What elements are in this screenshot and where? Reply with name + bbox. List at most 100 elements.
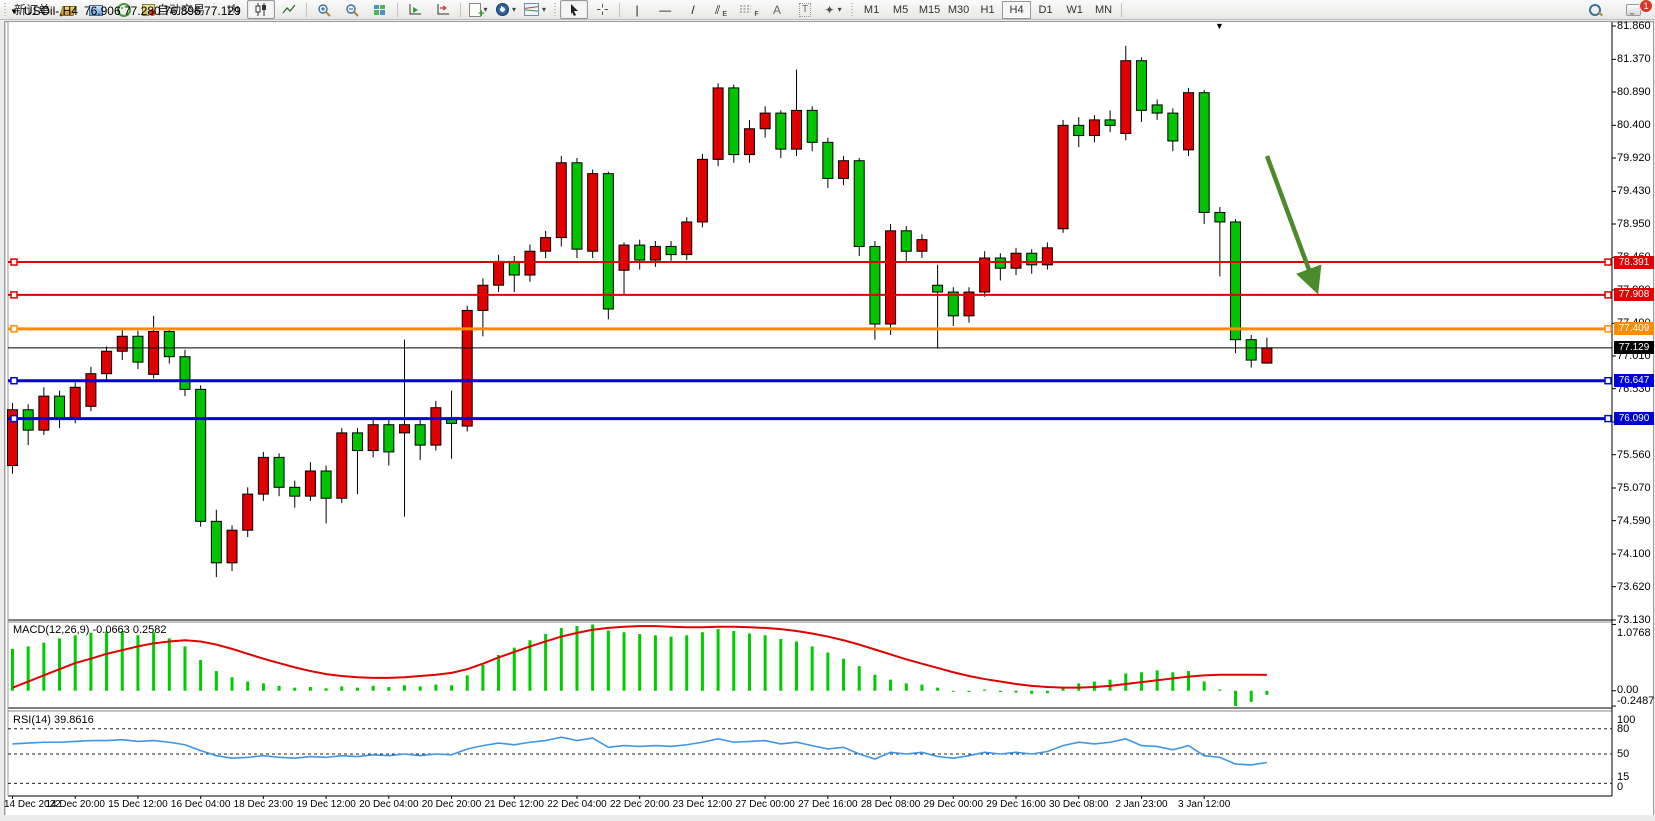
- time-axis-label: 15 Dec 12:00: [108, 799, 168, 810]
- toolbar-drag-handle[interactable]: [3, 3, 7, 16]
- line-handle[interactable]: [10, 376, 18, 385]
- signals-button[interactable]: [110, 0, 138, 19]
- timeframe-mn-button[interactable]: MN: [1095, 3, 1113, 16]
- timeframe-w1-button[interactable]: W1: [1066, 3, 1083, 16]
- macd-histogram-bar: [842, 658, 846, 691]
- line-handle[interactable]: [10, 414, 18, 423]
- timeframe-m30-button[interactable]: M30: [947, 3, 970, 16]
- trendline-tool[interactable]: /: [691, 2, 695, 17]
- candle-body: [7, 409, 18, 467]
- bar-chart-button[interactable]: [219, 0, 247, 19]
- macd-histogram-bar: [904, 683, 908, 691]
- macd-histogram-bar: [951, 690, 955, 692]
- candlestick-chart-button[interactable]: [247, 0, 276, 19]
- line-chart-button[interactable]: [275, 0, 303, 19]
- zoom-out-button[interactable]: [338, 0, 366, 19]
- toolbar-drag-handle[interactable]: [212, 3, 217, 16]
- macd-histogram-bar: [42, 642, 46, 691]
- fibonacci-tool[interactable]: F: [735, 0, 763, 19]
- chevron-down-icon: ▾: [483, 5, 488, 14]
- fibonacci-icon: [740, 5, 752, 12]
- indicators-button[interactable]: ▾: [464, 0, 492, 20]
- line-handle[interactable]: [10, 291, 18, 299]
- time-axis-label: 28 Dec 08:00: [860, 799, 921, 810]
- crosshair-icon: [596, 4, 608, 15]
- candle-body: [1041, 247, 1053, 266]
- candle-body: [524, 250, 536, 276]
- candle-body: [493, 260, 505, 286]
- text-tool[interactable]: A: [773, 2, 782, 17]
- notifications-button[interactable]: 1: [1619, 0, 1653, 19]
- horizontal-line-tool[interactable]: —: [659, 2, 672, 17]
- candle-body: [1245, 339, 1257, 361]
- channel-tool[interactable]: ⫽ E: [715, 2, 728, 19]
- collapse-triangle-icon[interactable]: ▼: [10, 6, 18, 16]
- annotation-arrow[interactable]: [1264, 155, 1322, 295]
- macd-histogram-bar: [1061, 687, 1065, 691]
- candle-body: [649, 245, 661, 261]
- macd-histogram-bar: [136, 635, 140, 691]
- line-handle[interactable]: [1604, 376, 1612, 385]
- new-order-button[interactable]: 新订单: [10, 0, 54, 19]
- candle-body: [869, 245, 881, 325]
- auto-scroll-icon: [437, 4, 449, 15]
- candle-body: [806, 109, 818, 143]
- toolbar-drag-handle[interactable]: [850, 3, 855, 16]
- candlestick-chart-icon: [255, 3, 267, 16]
- candle-body: [1026, 252, 1038, 266]
- chart-scroll-marker-icon[interactable]: ▼: [1215, 21, 1224, 31]
- macd-histogram-bar: [481, 664, 485, 691]
- timeframe-h4-button[interactable]: H4: [1002, 0, 1032, 19]
- rsi-axis-label: 0: [1617, 781, 1624, 793]
- timeframe-m1-button[interactable]: M1: [863, 3, 880, 16]
- autotrading-button[interactable]: 自动交易: [138, 0, 209, 19]
- line-handle[interactable]: [1604, 414, 1612, 423]
- arrows-tool[interactable]: ✦ ▾: [824, 2, 842, 17]
- market-watch-button[interactable]: [82, 0, 110, 19]
- cursor-tool-button[interactable]: [560, 0, 589, 19]
- text-label-tool[interactable]: T: [791, 0, 819, 19]
- price-tick-label: 74.590: [1617, 514, 1651, 527]
- macd-histogram-bar: [497, 655, 501, 691]
- tile-windows-icon: [374, 4, 386, 16]
- periods-button[interactable]: ▾: [492, 0, 520, 19]
- candle-body: [430, 407, 442, 446]
- macd-histogram-bar: [105, 631, 109, 691]
- macd-histogram-bar: [293, 687, 297, 691]
- candle-body: [399, 424, 410, 434]
- zoom-in-button[interactable]: [310, 0, 338, 19]
- candle-body: [1088, 119, 1100, 137]
- search-button[interactable]: [1581, 0, 1609, 19]
- macd-histogram-bar: [167, 638, 171, 691]
- candle-body: [571, 162, 583, 250]
- search-icon: [1589, 3, 1601, 16]
- line-handle[interactable]: [10, 258, 18, 266]
- line-handle[interactable]: [1604, 325, 1612, 333]
- time-axis-label: 14 Dec 20:00: [45, 799, 105, 810]
- macd-histogram-bar: [199, 659, 203, 691]
- time-axis-label: 27 Dec 16:00: [798, 799, 858, 810]
- chevron-down-icon: ▾: [542, 5, 547, 14]
- line-handle[interactable]: [1604, 258, 1612, 266]
- candle-body: [257, 456, 269, 495]
- line-handle[interactable]: [10, 325, 18, 333]
- toolbar-drag-handle[interactable]: [553, 3, 558, 16]
- candle-body: [336, 432, 348, 499]
- timeframe-m5-button[interactable]: M5: [892, 3, 909, 16]
- tile-windows-button[interactable]: [366, 0, 394, 19]
- vertical-line-tool[interactable]: |: [635, 2, 639, 17]
- chart-shift-button[interactable]: [401, 0, 429, 19]
- auto-scroll-button[interactable]: [429, 0, 457, 19]
- line-handle[interactable]: [1604, 291, 1612, 299]
- candle-body: [587, 173, 599, 252]
- candle-body: [963, 291, 975, 317]
- templates-button[interactable]: ▾: [520, 0, 550, 19]
- timeframe-d1-button[interactable]: D1: [1038, 3, 1053, 16]
- crosshair-tool-button[interactable]: [588, 0, 616, 19]
- time-axis-label: 20 Dec 04:00: [359, 799, 419, 810]
- timeframe-m15-button[interactable]: M15: [918, 3, 941, 16]
- candle-body: [1261, 347, 1273, 364]
- macd-histogram-bar: [152, 632, 156, 691]
- timeframe-h1-button[interactable]: H1: [980, 3, 995, 16]
